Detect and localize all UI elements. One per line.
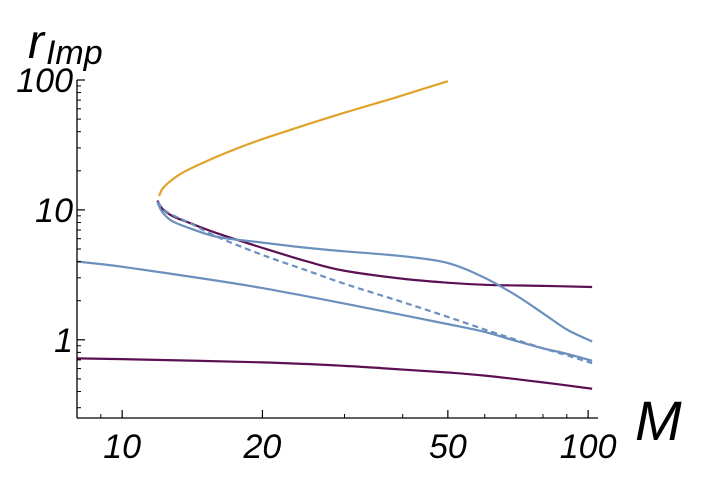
y-axis-title-subscript: Imp bbox=[46, 34, 103, 72]
x-tick-label: 50 bbox=[429, 428, 467, 466]
series-line-3 bbox=[156, 201, 593, 343]
x-tick-label: 10 bbox=[103, 428, 141, 466]
x-axis-title: M bbox=[635, 389, 682, 452]
x-tick-label: 20 bbox=[243, 428, 282, 466]
series-line-5 bbox=[76, 260, 593, 362]
y-tick-label: 10 bbox=[35, 192, 73, 230]
y-tick-label: 100 bbox=[16, 62, 73, 100]
series-line-6 bbox=[76, 357, 593, 390]
y-tick-label: 1 bbox=[54, 322, 73, 360]
y-axis-title-main: r bbox=[28, 16, 46, 69]
x-tick-group: 10 20 50 100 bbox=[76, 410, 617, 466]
y-tick-group: 1 10 100 bbox=[16, 62, 85, 409]
y-axis-title: rImp bbox=[28, 16, 103, 72]
curve-layer bbox=[76, 80, 593, 390]
x-tick-label: 100 bbox=[560, 428, 617, 466]
series-line-2 bbox=[156, 199, 593, 289]
series-line-1 bbox=[158, 80, 449, 197]
